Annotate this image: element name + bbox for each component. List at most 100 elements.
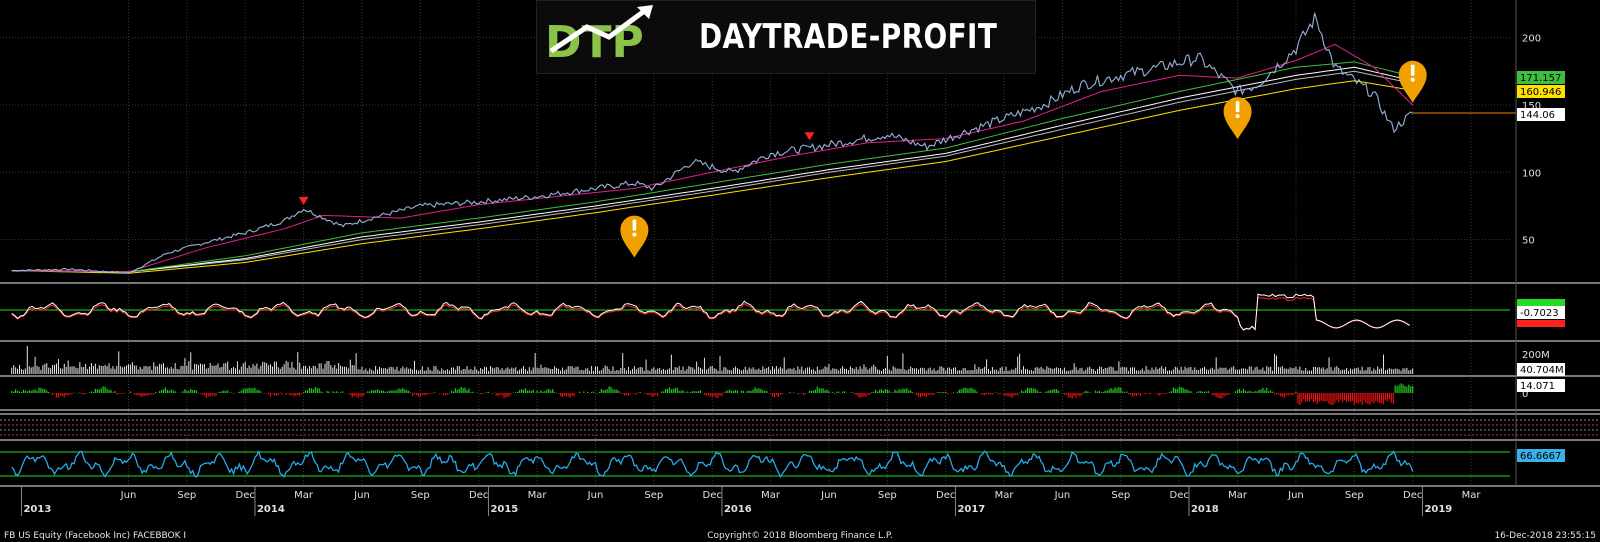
oscillator-line xyxy=(11,449,1414,479)
macd-green-badge xyxy=(1517,299,1565,306)
volume-panel: 200M xyxy=(11,346,1550,374)
momentum-y-tick-label: 0 xyxy=(1522,389,1528,400)
x-tick-month: Jun xyxy=(120,490,137,501)
x-tick-month: Jun xyxy=(820,490,837,501)
footer-right: 16-Dec-2018 23:55:15 xyxy=(1494,531,1596,541)
x-tick-month: Dec xyxy=(703,490,722,501)
logo-brand-text: DAYTRADE-PROFIT xyxy=(699,17,998,57)
macd-value-label: -0.7023 xyxy=(1520,308,1559,319)
series-ma-white-2 xyxy=(11,70,1413,273)
x-tick-year: 2019 xyxy=(1424,504,1452,515)
series-price-highlight xyxy=(11,12,1413,274)
x-tick-year: 2016 xyxy=(724,504,752,515)
x-tick-month: Dec xyxy=(936,490,955,501)
event-pin-icon xyxy=(1223,97,1252,140)
logo-mark: DTP xyxy=(537,1,687,73)
volume-y-tick-label: 200M xyxy=(1522,350,1550,361)
oscillator-value-label: 66.6667 xyxy=(1520,451,1561,462)
pin-exclamation-dot xyxy=(1410,77,1415,82)
x-tick-year: 2015 xyxy=(490,504,518,515)
x-tick-year: 2017 xyxy=(957,504,985,515)
spacer-panel xyxy=(0,419,1600,436)
oscillator-series xyxy=(0,449,1510,479)
series-ma-short xyxy=(11,43,1414,273)
x-tick-month: Mar xyxy=(294,490,314,501)
x-tick-month: Mar xyxy=(1228,490,1248,501)
price-value-label-bg xyxy=(1517,108,1565,121)
price-value-label: 144.06 xyxy=(1520,110,1555,121)
price-y-tick-label: 150 xyxy=(1522,101,1541,112)
volume-value-label-bg xyxy=(1517,363,1565,376)
x-tick-month: Sep xyxy=(1111,490,1130,501)
price-markers xyxy=(298,60,1427,258)
series-ma-white-1 xyxy=(11,66,1413,273)
x-tick-month: Sep xyxy=(177,490,196,501)
pin-exclamation-bar xyxy=(1235,101,1240,113)
price-value-label-bg xyxy=(1517,71,1565,84)
footer-left: FB US Equity (Facebook Inc) FACEBBOK I xyxy=(4,531,186,541)
macd-series xyxy=(11,293,1411,331)
x-tick-month: Mar xyxy=(528,490,548,501)
series-ma-yellow xyxy=(11,80,1413,274)
x-tick-month: Jun xyxy=(1287,490,1304,501)
volume-value-label: 40.704M xyxy=(1520,365,1564,376)
spacer-lines xyxy=(0,419,1600,436)
pin-exclamation-dot xyxy=(632,232,637,237)
oscillator-panel xyxy=(0,449,1510,479)
price-y-tick-label: 200 xyxy=(1522,34,1541,45)
x-tick-month: Mar xyxy=(995,490,1015,501)
momentum-value-label: 14.071 xyxy=(1520,381,1555,392)
x-tick-month: Mar xyxy=(761,490,781,501)
macd-red-badge xyxy=(1517,320,1565,327)
x-tick-year: 2018 xyxy=(1191,504,1219,515)
right-value-labels: 171.157 160.946 144.06 -0.7023 40.704M 14.071… xyxy=(1517,71,1565,462)
price-panel: 50 100 150 200 xyxy=(0,0,1541,486)
x-axis: Jun Sep Dec Mar Jun Sep Dec Mar Jun Sep Dec Mar Jun S… xyxy=(20,486,1482,516)
logo-arrow-icon xyxy=(549,6,649,54)
x-tick-month: Sep xyxy=(1345,490,1364,501)
momentum-value-label-bg xyxy=(1517,379,1565,392)
macd-signal-line xyxy=(11,296,1411,331)
x-tick-month: Mar xyxy=(1462,490,1482,501)
volume-bars: 200M xyxy=(11,346,1550,374)
oscillator-value-label-bg xyxy=(1517,449,1565,462)
x-tick-month: Dec xyxy=(1403,490,1422,501)
red-triangle-marker xyxy=(804,132,815,141)
price-series xyxy=(11,12,1516,274)
x-tick-month: Jun xyxy=(353,490,370,501)
x-tick-month: Dec xyxy=(469,490,488,501)
pin-exclamation-bar xyxy=(632,219,637,231)
x-tick-month: Sep xyxy=(644,490,663,501)
x-tick-month: Sep xyxy=(878,490,897,501)
momentum-bars: 0 xyxy=(11,383,1528,405)
x-tick-month: Dec xyxy=(236,490,255,501)
red-triangle-marker xyxy=(298,196,309,205)
price-value-label: 171.157 xyxy=(1520,73,1561,84)
pin-exclamation-dot xyxy=(1235,114,1240,119)
price-gridlines xyxy=(0,0,1510,486)
logo-banner: DTP DAYTRADE-PROFIT xyxy=(536,0,1036,74)
price-y-axis: 50 100 150 200 xyxy=(1522,34,1541,247)
price-y-tick-label: 50 xyxy=(1522,236,1535,247)
x-tick-month: Jun xyxy=(1054,490,1071,501)
price-y-tick-label: 100 xyxy=(1522,168,1541,179)
logo-arrowhead-icon xyxy=(637,5,653,19)
x-tick-month: Jun xyxy=(587,490,604,501)
price-value-label-bg xyxy=(1517,85,1565,98)
x-tick-year: 2013 xyxy=(23,504,51,515)
footer: FB US Equity (Facebook Inc) FACEBBOK I C… xyxy=(4,531,1596,541)
price-value-label: 160.946 xyxy=(1520,87,1561,98)
x-tick-month: Sep xyxy=(411,490,430,501)
momentum-panel: 0 xyxy=(11,383,1528,405)
footer-center: Copyright© 2018 Bloomberg Finance L.P. xyxy=(707,531,892,541)
x-tick-month: Dec xyxy=(1170,490,1189,501)
series-ma-green xyxy=(11,61,1413,273)
x-tick-year: 2014 xyxy=(257,504,285,515)
pin-exclamation-bar xyxy=(1410,64,1415,76)
macd-value-label-bg xyxy=(1517,306,1565,319)
macd-line xyxy=(11,293,1411,331)
logo-mark-graphic: DTP xyxy=(545,5,653,68)
panel-separators xyxy=(0,0,1600,487)
macd-panel xyxy=(0,293,1510,331)
